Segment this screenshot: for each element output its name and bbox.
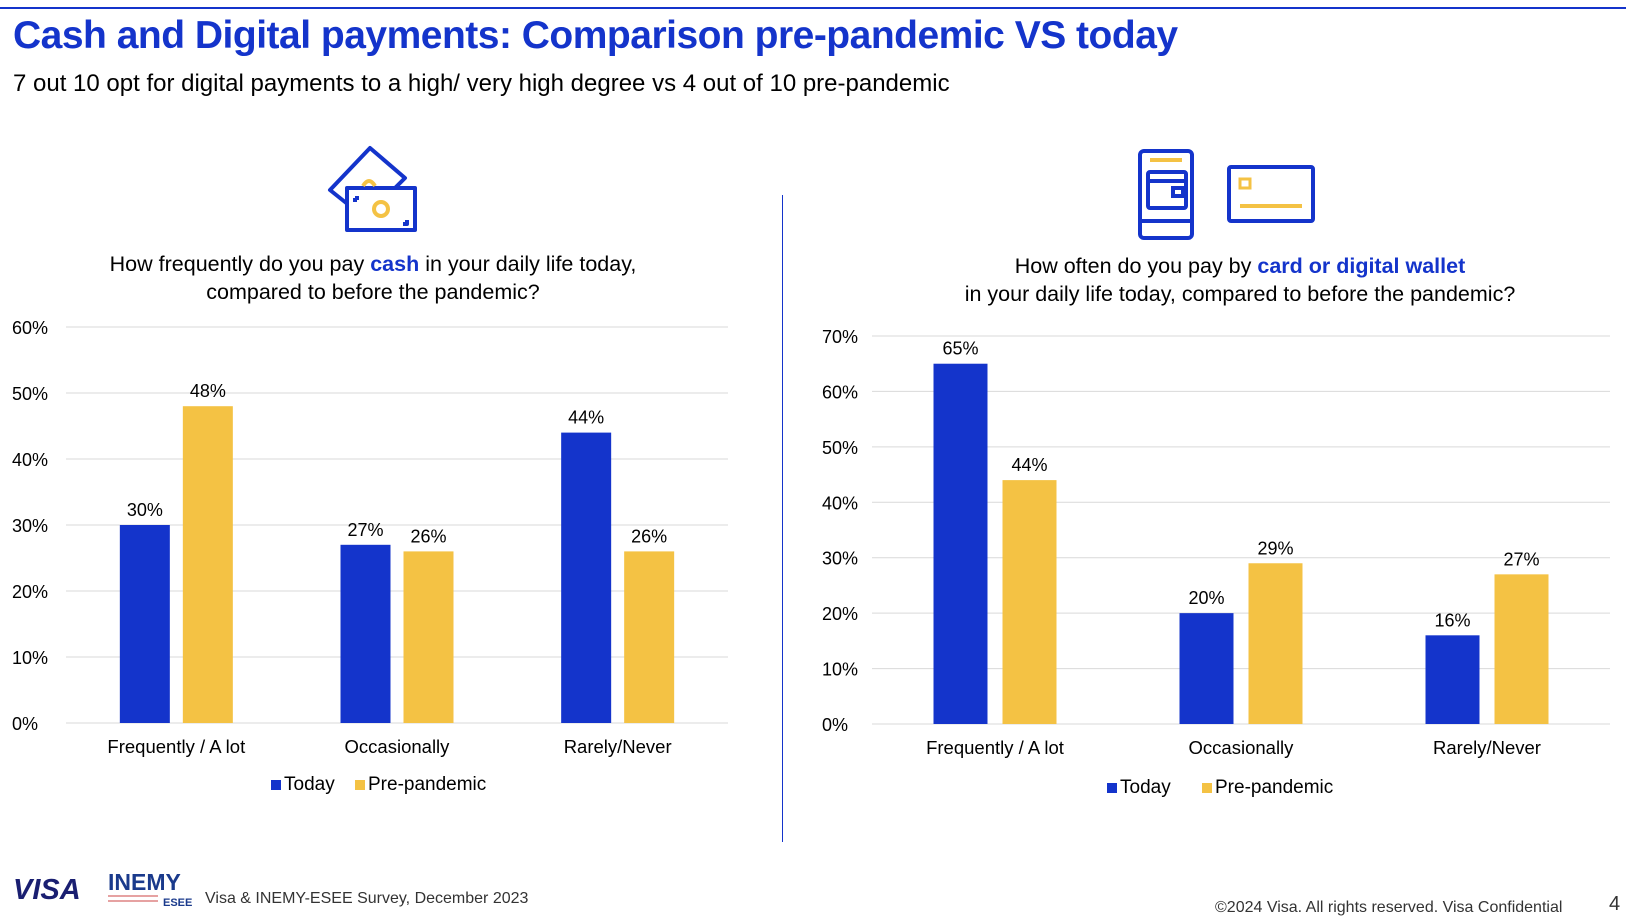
card-frequency-chart: 0% 10% 20% 30% 40% 50% 60% 70% 65% 44% Frequently … (822, 327, 1610, 798)
y-tick-label: 0% (12, 714, 38, 734)
card-icon (1227, 165, 1315, 223)
y-tick-label: 60% (822, 382, 858, 402)
x-category-label: Occasionally (1189, 737, 1295, 758)
visa-logo: VISA (13, 874, 81, 905)
right-question-highlight: card or digital wallet (1257, 254, 1466, 278)
copyright: ©2024 Visa. All rights reserved. Visa Co… (1215, 899, 1563, 916)
page-subtitle: 7 out 10 opt for digital payments to a h… (13, 70, 950, 97)
bar (403, 551, 454, 723)
legend-label: Pre-pandemic (1215, 777, 1333, 798)
cash-frequency-chart: 0% 10% 20% 30% 40% 50% 60% 30% 48% Frequently / A… (12, 318, 728, 795)
source-note: Visa & INEMY-ESEE Survey, December 2023 (205, 890, 529, 907)
y-tick-label: 0% (822, 715, 848, 735)
data-label: 20% (1188, 588, 1224, 608)
data-label: 65% (942, 339, 978, 359)
y-tick-label: 40% (12, 450, 48, 470)
bar (1425, 635, 1480, 724)
right-question: How often do you pay by card or digital … (964, 254, 1516, 306)
y-tick-label: 70% (822, 327, 858, 347)
data-label: 27% (347, 520, 383, 540)
data-label: 44% (568, 408, 604, 428)
legend-swatch (1107, 783, 1117, 793)
bar (1002, 480, 1057, 724)
legend-label: Today (284, 774, 335, 795)
bar (1179, 613, 1234, 724)
left-question: How frequently do you pay cash in your d… (109, 252, 637, 304)
bar (340, 544, 391, 723)
y-tick-label: 10% (822, 660, 858, 680)
y-tick-label: 30% (12, 516, 48, 536)
data-label: 26% (410, 526, 446, 546)
page-number: 4 (1609, 893, 1621, 915)
panel-divider (782, 195, 783, 842)
legend-swatch (355, 780, 365, 790)
bar (1248, 563, 1303, 724)
x-category-label: Frequently / A lot (107, 736, 245, 757)
top-rule (0, 7, 1626, 9)
bar (933, 363, 988, 724)
page-title: Cash and Digital payments: Comparison pr… (13, 14, 1178, 57)
y-tick-label: 60% (12, 318, 48, 338)
left-question-highlight: cash (370, 252, 420, 276)
bar (119, 525, 170, 723)
svg-text:INEMY: INEMY (108, 869, 181, 895)
bar (182, 406, 233, 723)
data-label: 30% (127, 500, 163, 520)
svg-text:ESEE: ESEE (163, 897, 192, 909)
inemy-logo: INEMY ESEE (108, 869, 192, 909)
x-category-label: Rarely/Never (564, 736, 672, 757)
bar (1494, 574, 1549, 724)
legend-label: Pre-pandemic (368, 774, 486, 795)
bar (561, 432, 612, 723)
x-category-label: Occasionally (345, 736, 451, 757)
data-label: 27% (1503, 549, 1539, 569)
legend-swatch (1202, 783, 1212, 793)
y-tick-label: 20% (12, 582, 48, 602)
data-label: 48% (190, 381, 226, 401)
y-tick-label: 30% (822, 549, 858, 569)
mobile-wallet-icon (1138, 149, 1194, 240)
x-category-label: Rarely/Never (1433, 737, 1541, 758)
x-category-label: Frequently / A lot (926, 737, 1064, 758)
y-tick-label: 10% (12, 648, 48, 668)
data-label: 26% (631, 526, 667, 546)
data-label: 44% (1011, 455, 1047, 475)
legend-swatch (271, 780, 281, 790)
cash-banknotes-icon (328, 146, 417, 232)
data-label: 16% (1434, 610, 1470, 630)
bar (624, 551, 675, 723)
data-label: 29% (1257, 538, 1293, 558)
y-tick-label: 50% (12, 384, 48, 404)
y-tick-label: 50% (822, 438, 858, 458)
legend-label: Today (1120, 777, 1171, 798)
y-tick-label: 20% (822, 604, 858, 624)
svg-text:VISA: VISA (13, 874, 81, 905)
y-tick-label: 40% (822, 493, 858, 513)
